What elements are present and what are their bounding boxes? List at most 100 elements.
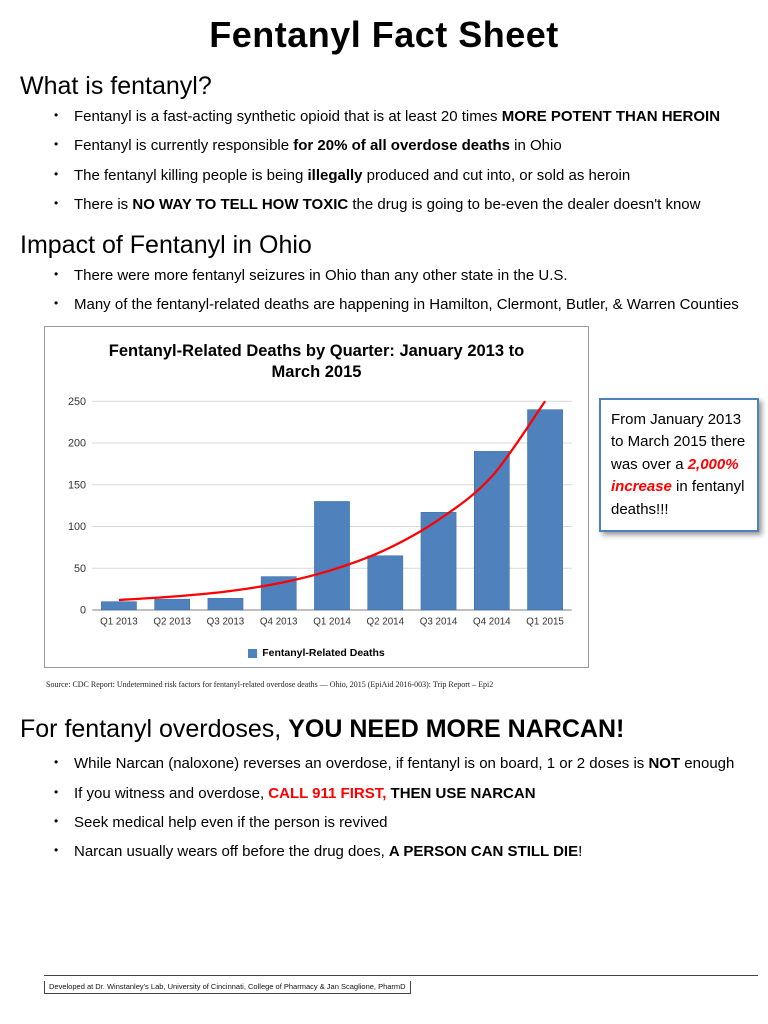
text-segment: ! [578, 843, 583, 861]
text-segment: From January 2013 to March 2015 there wa… [611, 410, 746, 473]
text-segment: produced and cut into, or sold as heroin [362, 166, 631, 184]
text-segment: Seek medical help even if the person is … [74, 813, 388, 831]
y-tick-label: 100 [68, 521, 86, 533]
text-segment: There is [74, 195, 133, 213]
text-segment: For fentanyl overdoses, [20, 715, 289, 744]
bar [207, 598, 244, 611]
bullet-icon: • [54, 843, 59, 858]
x-tick-label: Q3 2014 [420, 617, 458, 628]
x-tick-label: Q1 2014 [313, 617, 351, 628]
text-segment: Narcan usually wears off before the drug… [74, 843, 389, 861]
bullet-text: Seek medical help even if the person is … [74, 814, 388, 831]
text-segment: in Ohio [510, 137, 562, 155]
text-segment: The fentanyl killing people is being [74, 166, 308, 184]
x-tick-label: Q3 2013 [207, 617, 245, 628]
bar [367, 555, 404, 611]
bullet-text: Many of the fentanyl-related deaths are … [74, 296, 739, 313]
x-tick-label: Q4 2013 [260, 617, 298, 628]
text-segment: While Narcan (naloxone) reverses an over… [74, 755, 649, 773]
bar-chart: 0 50 100 150 200 250 Q1 2013 Q2 2013 Q3 2013 Q4 2… [53, 393, 580, 644]
text-segment: There were more fentanyl seizures in Ohi… [74, 267, 568, 284]
text-segment: MORE POTENT THAN HEROIN [501, 108, 721, 125]
footer-note: Developed at Dr. Winstanley's Lab, Unive… [44, 981, 411, 994]
chart-box: Fentanyl-Related Deaths by Quarter: Janu… [44, 325, 589, 669]
bullet-icon: • [54, 784, 59, 799]
text-segment: CALL 911 FIRST [268, 784, 383, 802]
bullet-icon: • [54, 137, 59, 152]
bullet-item: • Many of the fentanyl-related deaths are… [52, 295, 760, 315]
bullet-icon: • [54, 108, 59, 122]
bullet-item: • There is NO WAY TO TELL HOW TOXIC the d… [52, 195, 760, 215]
x-tick-label: Q4 2014 [473, 617, 511, 628]
section-what-heading: What is fentanyl? [20, 72, 212, 100]
text-segment: illegally [307, 166, 363, 184]
section-narcan-heading: For fentanyl overdoses, YOU NEED MORE NA… [20, 715, 768, 744]
bullet-icon: • [54, 296, 59, 311]
bullet-text: Narcan usually wears off before the drug… [74, 843, 582, 860]
bullet-icon: • [54, 755, 59, 770]
y-tick-label: 150 [68, 480, 86, 492]
text-segment: , [382, 784, 391, 802]
bullet-text: There is NO WAY TO TELL HOW TOXIC the dr… [74, 196, 700, 213]
x-tick-label: Q1 2015 [526, 617, 564, 628]
y-tick-label: 200 [68, 438, 86, 450]
text-segment: the drug is going to be-even the dealer … [348, 195, 701, 213]
doc-title: Fentanyl Fact Sheet [209, 14, 559, 55]
legend-label: Fentanyl-Related Deaths [262, 647, 385, 660]
bullet-text: While Narcan (naloxone) reverses an over… [74, 755, 734, 772]
bullet-item: • The fentanyl killing people is being il… [52, 166, 760, 186]
bullet-item: • If you witness and overdose, CALL 911 F… [52, 784, 760, 804]
text-segment: Many of the fentanyl-related deaths are … [74, 296, 739, 314]
bullet-icon: • [54, 813, 59, 828]
section-impact-heading: Impact of Fentanyl in Ohio [20, 231, 312, 259]
text-segment: Fentanyl is a fast-acting synthetic opio… [74, 108, 502, 125]
bullet-text: Fentanyl is currently responsible for 20… [74, 137, 562, 154]
text-segment: NOT [648, 755, 681, 773]
text-segment: for 20% of all overdose deaths [293, 137, 510, 155]
y-tick-label: 50 [74, 563, 86, 575]
bullet-item: • Seek medical help even if the person is… [52, 813, 760, 833]
callout-box: From January 2013 to March 2015 there wa… [599, 397, 759, 532]
x-tick-label: Q2 2013 [153, 617, 191, 628]
footer: Developed at Dr. Winstanley's Lab, Unive… [44, 975, 758, 994]
bullet-list-what: • Fentanyl is a fast-acting synthetic opi… [52, 107, 760, 215]
source-note: Source: CDC Report: Undetermined risk fa… [46, 680, 494, 690]
bullet-text: If you witness and overdose, CALL 911 FI… [74, 785, 536, 802]
bullet-icon: • [54, 267, 59, 281]
chart-svg: 0 50 100 150 200 250 Q1 2013 Q2 2013 Q3 2013 Q4 2… [68, 396, 572, 628]
bar [420, 512, 457, 611]
text-segment: 2,000% increase [611, 455, 739, 496]
y-tick-label: 250 [68, 396, 86, 408]
bullet-icon: • [54, 195, 59, 210]
bullet-icon: • [54, 166, 59, 181]
bullet-list-impact: • There were more fentanyl seizures in Oh… [52, 266, 760, 316]
text-segment: in fentanyl deaths!!! [611, 478, 745, 518]
chart-title: Fentanyl-Related Deaths by Quarter: Janu… [108, 341, 525, 381]
bullet-item: • Narcan usually wears off before the dru… [52, 842, 760, 862]
bar [154, 599, 191, 611]
bullet-text: There were more fentanyl seizures in Ohi… [74, 267, 568, 284]
text-segment: THEN USE NARCAN [390, 784, 536, 802]
text-segment: enough [680, 755, 735, 773]
bullet-item: • Fentanyl is a fast-acting synthetic opi… [52, 107, 760, 127]
bullet-item: • There were more fentanyl seizures in Oh… [52, 266, 760, 286]
text-segment: Fentanyl is currently responsible [74, 137, 294, 155]
text-segment: NO WAY TO TELL HOW TOXIC [132, 195, 349, 213]
bar [101, 601, 137, 611]
bar [527, 409, 563, 611]
chart-legend: Fentanyl-Related Deaths [53, 647, 580, 659]
trend-line [118, 400, 547, 602]
text-segment: A PERSON CAN STILL DIE [388, 843, 579, 861]
bullet-text: The fentanyl killing people is being ill… [74, 167, 630, 184]
y-tick-label: 0 [80, 605, 86, 617]
chart-row: Fentanyl-Related Deaths by Quarter: Janu… [44, 325, 768, 669]
bar [314, 501, 350, 611]
text-segment: YOU NEED MORE NARCAN! [288, 715, 625, 744]
legend-swatch-icon [248, 648, 258, 658]
x-tick-label: Q2 2014 [366, 617, 404, 628]
bullet-item: • Fentanyl is currently responsible for 2… [52, 136, 760, 156]
bullet-item: • While Narcan (naloxone) reverses an ove… [52, 754, 760, 774]
bullet-list-narcan: • While Narcan (naloxone) reverses an ove… [52, 754, 760, 862]
text-segment: If you witness and overdose, [74, 784, 269, 802]
